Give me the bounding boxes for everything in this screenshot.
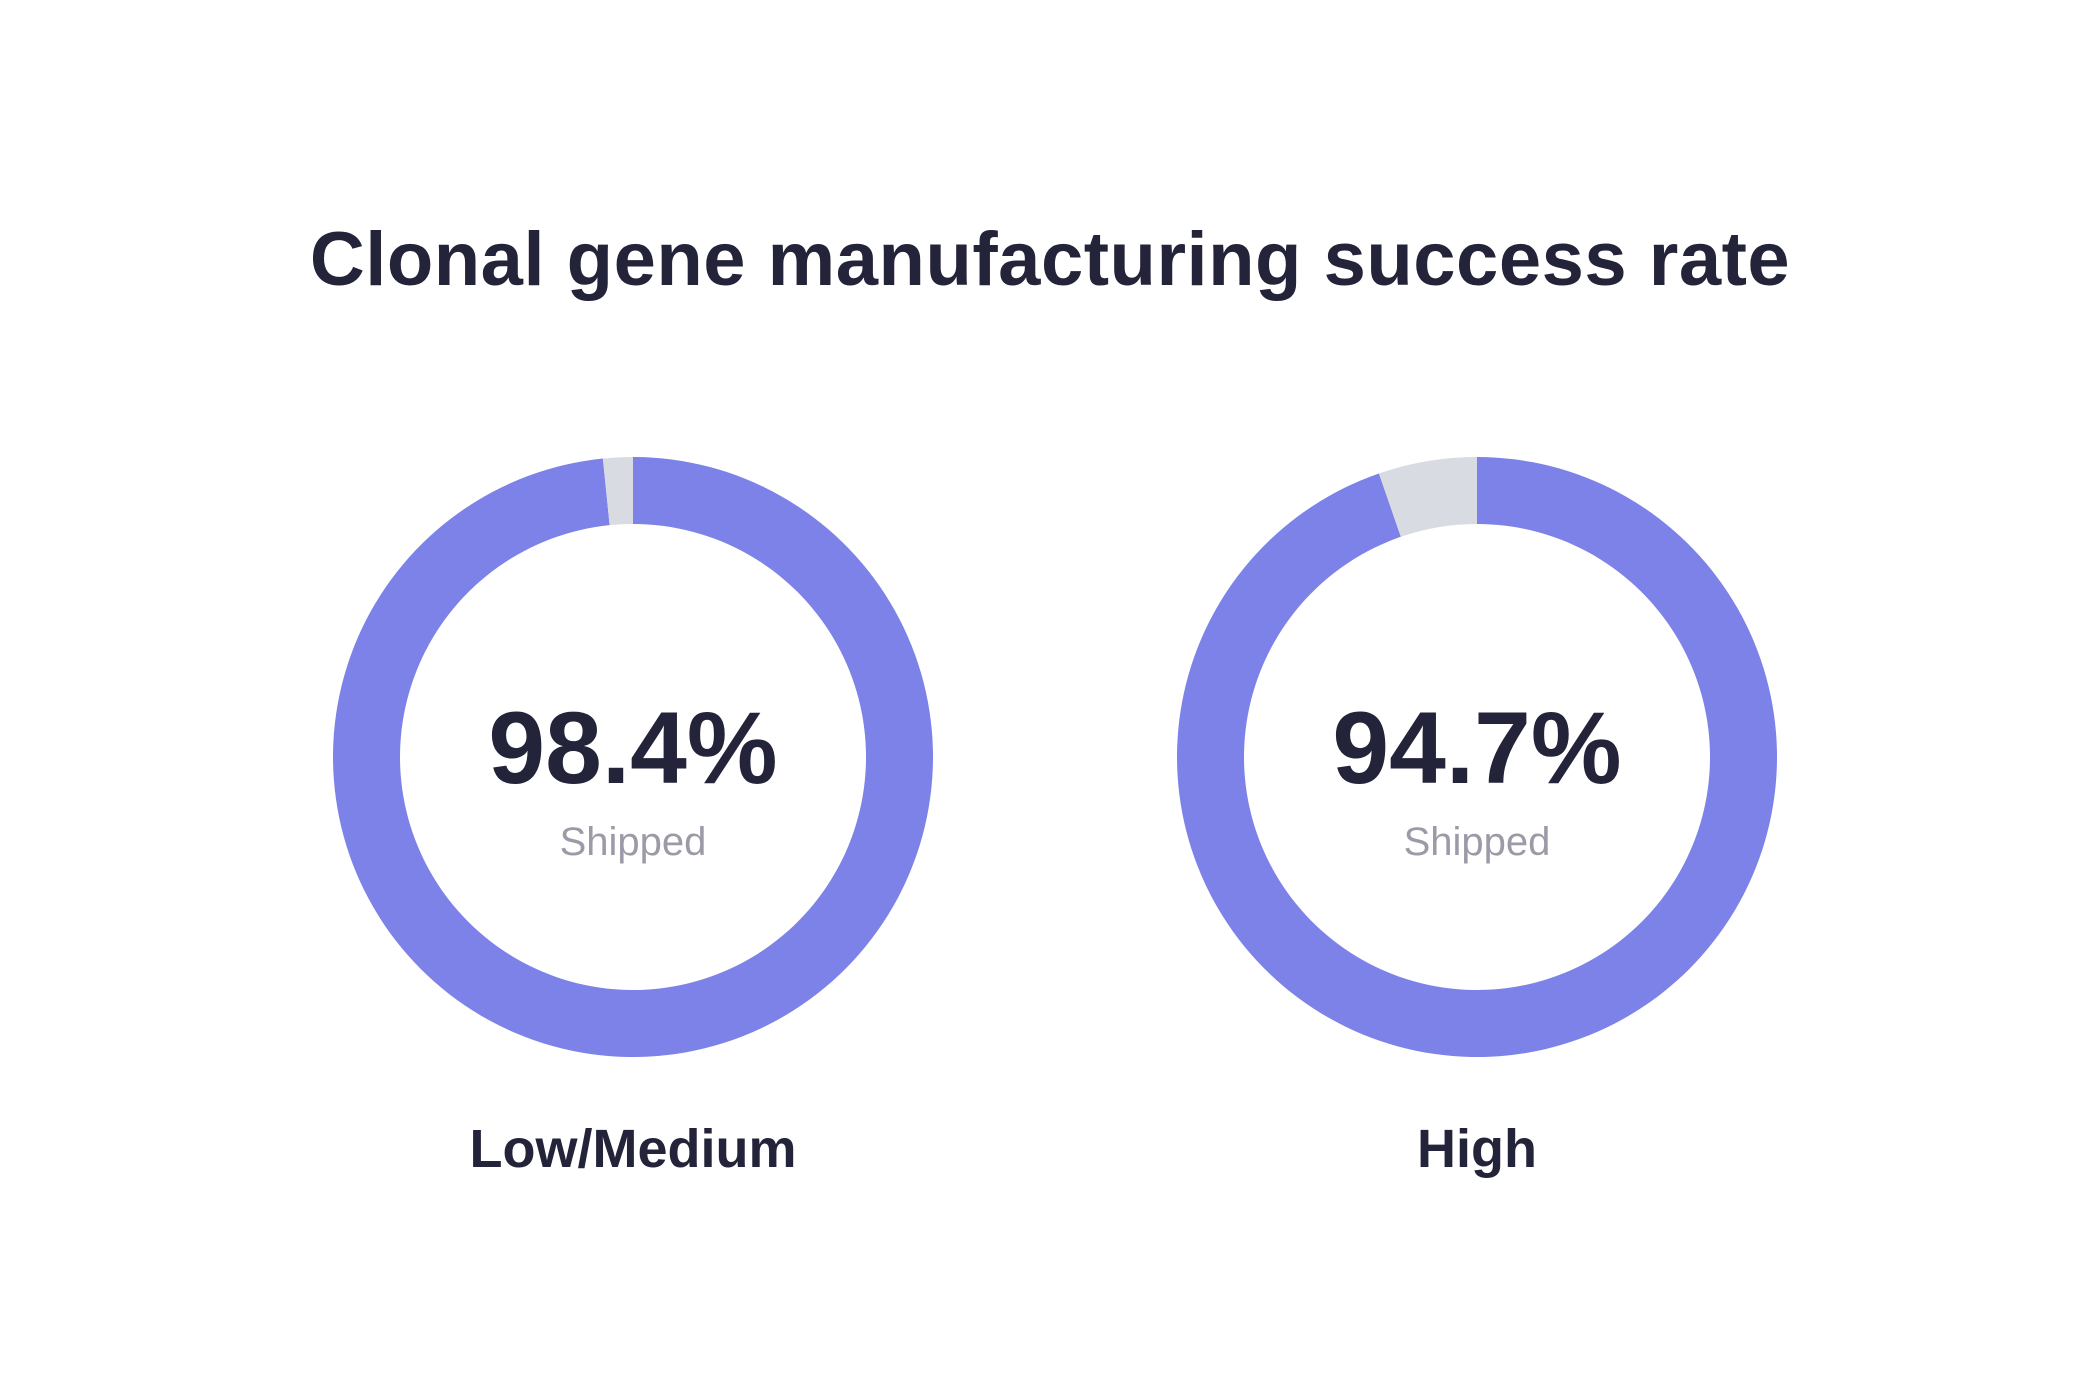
donut-chart-high: 94.7% Shipped [1177, 457, 1777, 1057]
donut-svg-low-medium [333, 457, 933, 1057]
chart-title: Clonal gene manufacturing success rate [309, 217, 1791, 302]
donut-sub-label: Shipped [1403, 820, 1551, 864]
donut-chart-low-medium: 98.4% Shipped [333, 457, 933, 1057]
donut-slice-remainder [602, 457, 633, 526]
donut-value-label: 98.4% [488, 691, 778, 805]
category-label-high: High [1417, 1119, 1537, 1179]
donut-svg-high [1177, 457, 1777, 1057]
donut-value-label: 94.7% [1332, 691, 1622, 805]
category-label-low-medium: Low/Medium [469, 1119, 797, 1179]
donut-sub-label: Shipped [559, 820, 707, 864]
donut-slice-remainder [1378, 457, 1477, 537]
